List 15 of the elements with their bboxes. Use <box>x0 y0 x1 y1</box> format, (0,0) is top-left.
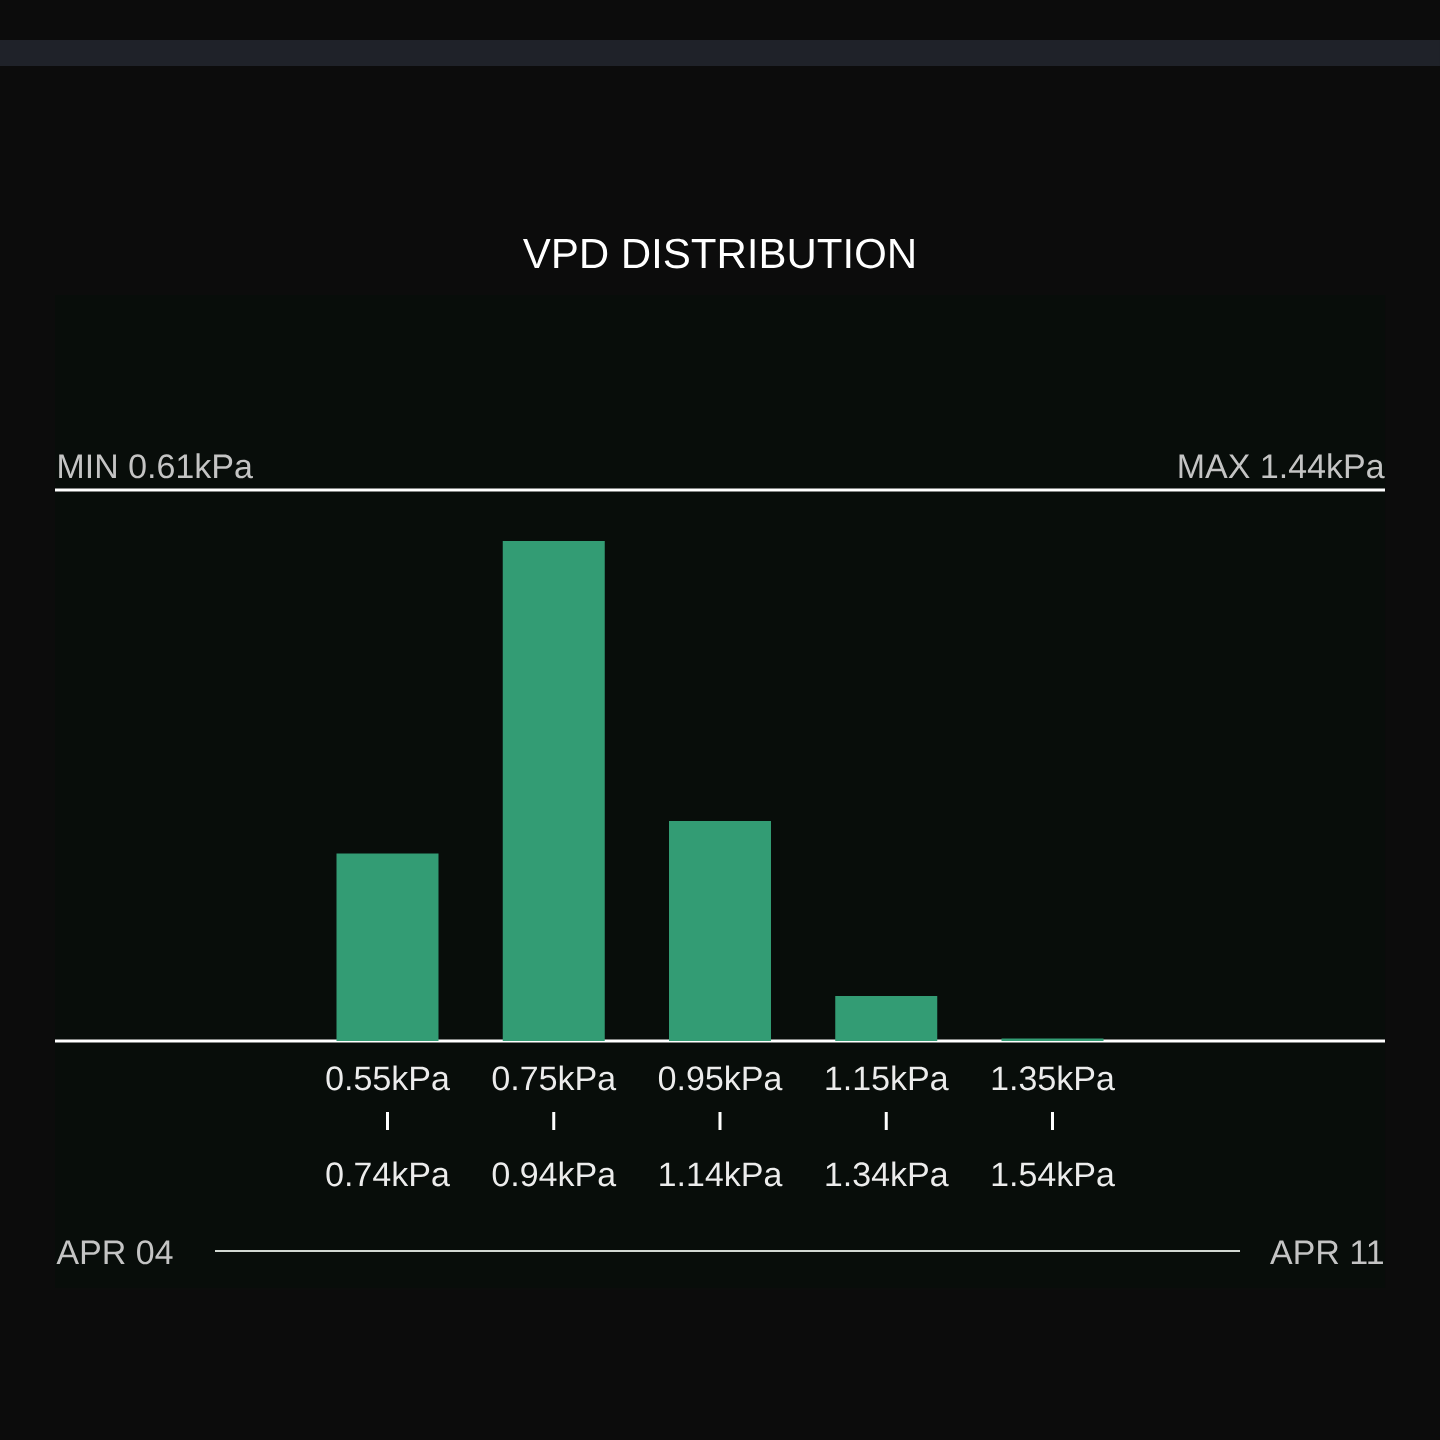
category-label: 1.15kPa 1.34kPa <box>826 1065 949 1187</box>
chart-title: VPD DISTRIBUTION <box>523 238 914 269</box>
category-label: 0.75kPa 0.94kPa <box>492 1065 617 1187</box>
category-label: 1.35kPa 1.54kPa <box>992 1065 1115 1187</box>
text: APR 11 <box>1270 1240 1383 1264</box>
text: APR 04 <box>56 1240 173 1265</box>
bar <box>835 995 938 1041</box>
text: MAX 1.44kPa <box>1179 453 1385 479</box>
category-label: 0.95kPa 1.14kPa <box>658 1065 783 1187</box>
text: MIN 0.61kPa <box>59 453 253 479</box>
bar <box>336 853 439 1041</box>
bar <box>502 540 605 1041</box>
category-label: 0.55kPa 0.74kPa <box>326 1065 450 1187</box>
bar <box>669 820 771 1041</box>
bar <box>1001 1038 1104 1041</box>
